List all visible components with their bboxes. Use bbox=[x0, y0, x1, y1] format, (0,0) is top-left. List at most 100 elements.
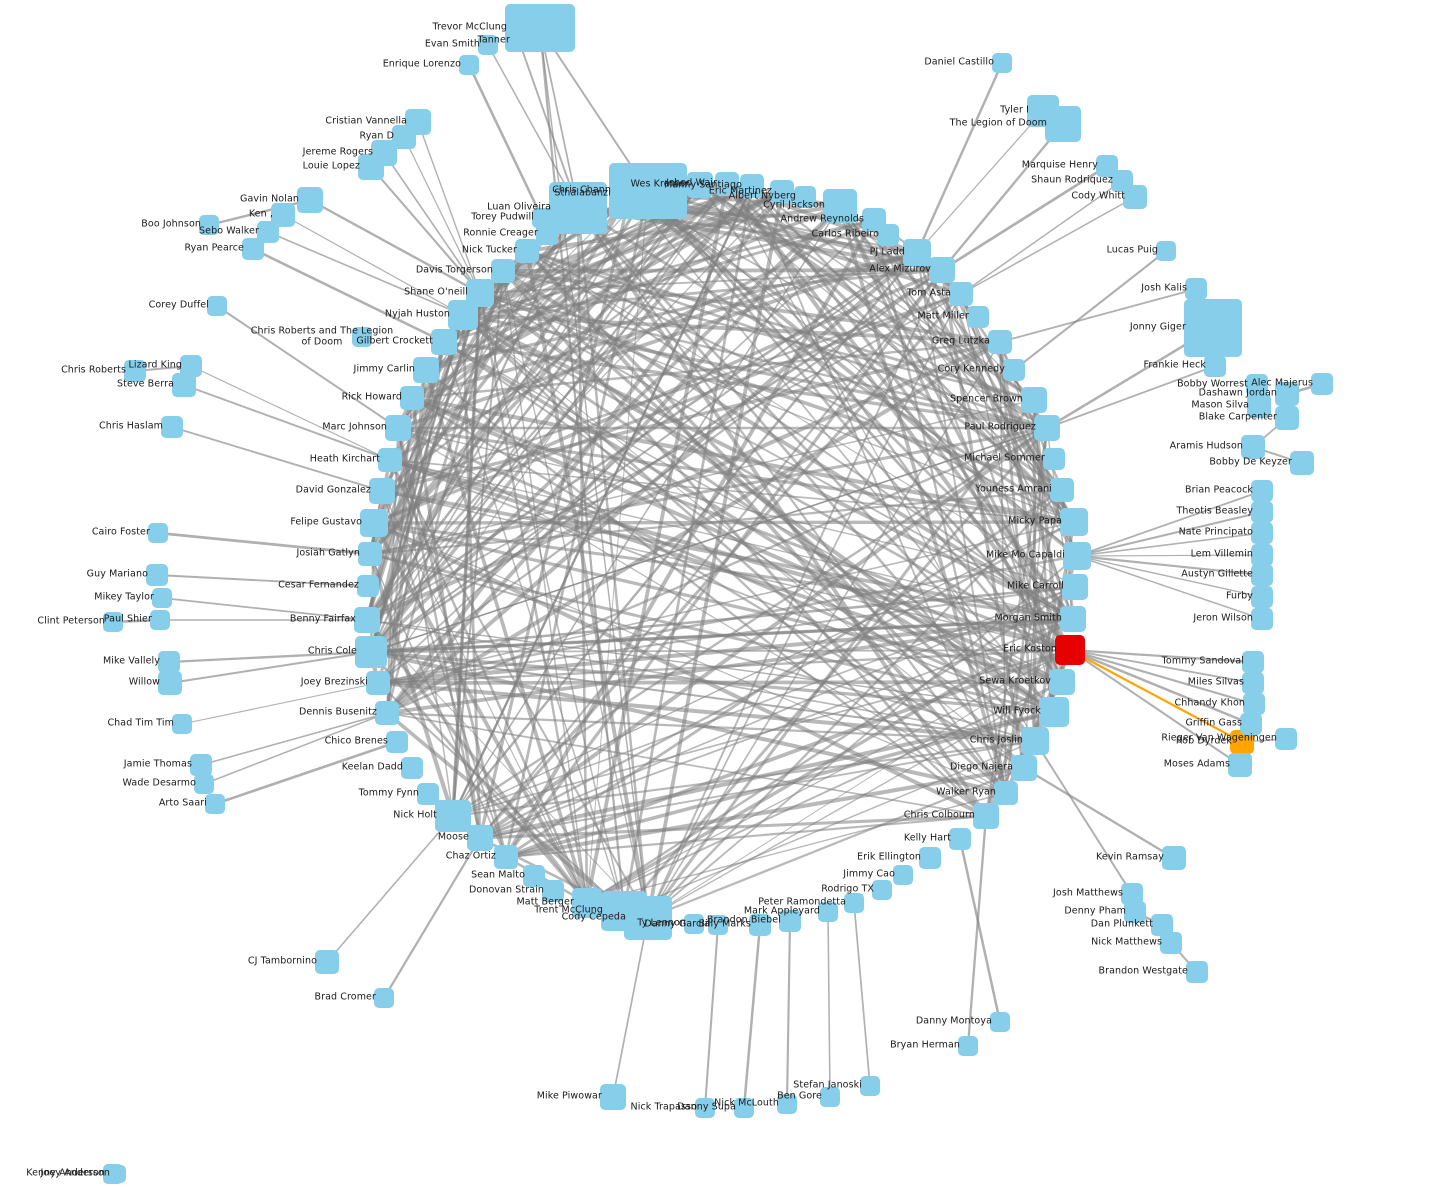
graph-node[interactable] bbox=[542, 880, 564, 902]
graph-node[interactable] bbox=[1021, 727, 1049, 755]
graph-node[interactable] bbox=[417, 783, 439, 805]
graph-node[interactable] bbox=[949, 828, 971, 850]
graph-node[interactable] bbox=[1275, 728, 1297, 750]
graph-node[interactable] bbox=[354, 607, 380, 633]
graph-node[interactable] bbox=[1123, 185, 1147, 209]
graph-node[interactable] bbox=[103, 612, 123, 632]
graph-node[interactable] bbox=[352, 327, 372, 347]
graph-node[interactable] bbox=[1204, 355, 1226, 377]
graph-node[interactable] bbox=[929, 257, 955, 283]
graph-node[interactable] bbox=[949, 282, 973, 306]
graph-node[interactable] bbox=[297, 187, 323, 213]
graph-node[interactable] bbox=[194, 774, 214, 794]
graph-node[interactable] bbox=[1003, 359, 1025, 381]
graph-node[interactable] bbox=[401, 757, 423, 779]
graph-node[interactable] bbox=[1062, 574, 1088, 600]
graph-node[interactable] bbox=[358, 542, 382, 566]
graph-node[interactable] bbox=[435, 800, 471, 832]
graph-node[interactable] bbox=[1251, 586, 1273, 608]
graph-node[interactable] bbox=[1160, 932, 1182, 954]
graph-node[interactable] bbox=[695, 1098, 715, 1118]
graph-node[interactable] bbox=[1242, 672, 1264, 694]
graph-node[interactable] bbox=[967, 306, 989, 328]
graph-node[interactable] bbox=[687, 172, 713, 198]
graph-node[interactable] bbox=[1156, 241, 1176, 261]
graph-node[interactable] bbox=[877, 224, 899, 246]
graph-node[interactable] bbox=[1151, 914, 1173, 936]
graph-node[interactable] bbox=[257, 221, 279, 243]
graph-node[interactable] bbox=[146, 564, 168, 586]
graph-node[interactable] bbox=[1060, 606, 1086, 632]
graph-node[interactable] bbox=[988, 330, 1012, 354]
graph-node[interactable] bbox=[770, 180, 794, 204]
graph-node[interactable] bbox=[1121, 883, 1143, 905]
graph-node[interactable] bbox=[1043, 448, 1065, 470]
graph-node[interactable] bbox=[1060, 508, 1088, 536]
graph-node[interactable] bbox=[150, 610, 170, 630]
graph-node[interactable] bbox=[820, 1087, 840, 1107]
graph-node[interactable] bbox=[715, 172, 739, 196]
graph-node[interactable] bbox=[1050, 478, 1074, 502]
graph-node[interactable] bbox=[823, 189, 857, 223]
graph-node[interactable] bbox=[1247, 394, 1271, 418]
graph-node[interactable] bbox=[508, 30, 530, 52]
graph-node[interactable] bbox=[600, 1084, 626, 1110]
graph-node[interactable] bbox=[148, 523, 168, 543]
graph-node[interactable] bbox=[199, 215, 219, 235]
graph-node[interactable] bbox=[1243, 693, 1265, 715]
graph-node[interactable] bbox=[360, 509, 388, 537]
graph-node[interactable] bbox=[1184, 299, 1242, 357]
graph-node[interactable] bbox=[459, 55, 479, 75]
graph-node[interactable] bbox=[532, 208, 552, 228]
graph-node[interactable] bbox=[990, 1012, 1010, 1032]
graph-node[interactable] bbox=[903, 239, 931, 267]
graph-node[interactable] bbox=[973, 803, 999, 829]
graph-node[interactable] bbox=[734, 1098, 754, 1118]
graph-node[interactable] bbox=[1251, 480, 1273, 502]
graph-node[interactable] bbox=[1246, 374, 1268, 396]
graph-node[interactable] bbox=[358, 154, 384, 180]
graph-node[interactable] bbox=[1124, 901, 1146, 923]
graph-node[interactable] bbox=[536, 223, 558, 245]
graph-node[interactable] bbox=[779, 910, 801, 932]
graph-node[interactable] bbox=[1039, 697, 1069, 727]
graph-node[interactable] bbox=[1045, 106, 1081, 142]
graph-node[interactable] bbox=[844, 893, 864, 913]
graph-node[interactable] bbox=[207, 296, 227, 316]
graph-node[interactable] bbox=[158, 651, 180, 673]
graph-node[interactable] bbox=[893, 865, 913, 885]
graph-node[interactable] bbox=[385, 415, 411, 441]
graph-node[interactable] bbox=[601, 891, 647, 931]
graph-node[interactable] bbox=[467, 825, 493, 851]
graph-node[interactable] bbox=[378, 448, 402, 472]
graph-node[interactable] bbox=[1228, 753, 1252, 777]
graph-node[interactable] bbox=[466, 279, 494, 307]
graph-node[interactable] bbox=[374, 988, 394, 1008]
graph-node[interactable] bbox=[491, 259, 515, 283]
graph-node[interactable] bbox=[749, 914, 771, 936]
graph-node[interactable] bbox=[1011, 755, 1037, 781]
graph-node[interactable] bbox=[1021, 387, 1047, 413]
graph-node[interactable] bbox=[684, 914, 704, 934]
graph-node[interactable] bbox=[357, 575, 379, 597]
graph-node[interactable] bbox=[161, 416, 183, 438]
graph-node[interactable] bbox=[1063, 542, 1091, 570]
graph-node[interactable] bbox=[413, 357, 439, 383]
graph-node[interactable] bbox=[549, 182, 607, 234]
graph-node[interactable] bbox=[1275, 382, 1299, 406]
graph-node[interactable] bbox=[1034, 415, 1060, 441]
graph-node[interactable] bbox=[958, 1036, 978, 1056]
graph-node[interactable] bbox=[1242, 651, 1264, 673]
graph-node[interactable] bbox=[400, 386, 424, 410]
graph-node[interactable] bbox=[431, 329, 457, 355]
graph-node[interactable] bbox=[1185, 278, 1207, 300]
graph-node[interactable] bbox=[523, 865, 545, 887]
graph-node[interactable] bbox=[515, 239, 539, 263]
graph-node[interactable] bbox=[124, 360, 146, 382]
graph-node[interactable] bbox=[1275, 406, 1299, 430]
graph-node[interactable] bbox=[315, 950, 339, 974]
graph-node[interactable] bbox=[860, 1076, 880, 1096]
graph-node[interactable] bbox=[994, 781, 1018, 805]
graph-node[interactable] bbox=[609, 176, 651, 212]
